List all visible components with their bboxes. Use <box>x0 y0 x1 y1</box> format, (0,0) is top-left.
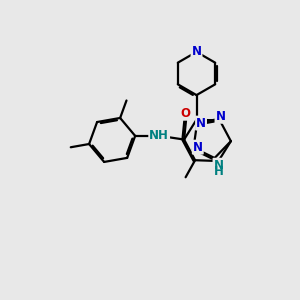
Text: H: H <box>214 165 224 178</box>
Text: N: N <box>193 141 203 154</box>
Text: N: N <box>215 110 226 123</box>
Text: N: N <box>196 117 206 130</box>
Text: N: N <box>214 159 224 172</box>
Text: N: N <box>191 45 202 58</box>
Text: O: O <box>181 107 190 120</box>
Text: NH: NH <box>149 129 169 142</box>
